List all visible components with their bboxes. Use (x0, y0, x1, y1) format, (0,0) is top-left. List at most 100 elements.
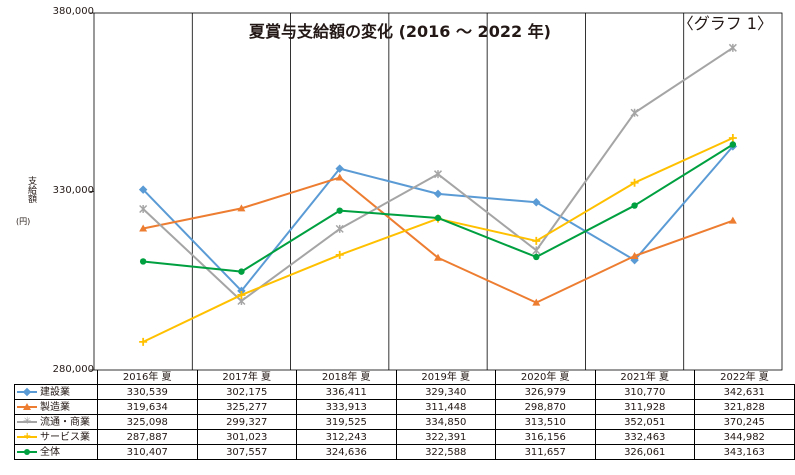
data-point (728, 134, 737, 143)
table-row: 製造業 319,634 325,277 333,913 311,448 298,… (14, 399, 795, 415)
legend-marker (17, 387, 37, 397)
data-point (237, 204, 246, 212)
data-point (630, 252, 639, 260)
data-label: 319,634 (97, 399, 198, 415)
data-point (335, 164, 344, 173)
data-label: 334,850 (395, 414, 496, 430)
legend-marker (17, 402, 37, 412)
category-label: 2021年 夏 (594, 370, 695, 385)
data-label: 343,163 (694, 444, 795, 460)
data-label: 332,463 (594, 429, 695, 445)
series-name: 全体 (40, 446, 60, 458)
data-point (433, 189, 443, 199)
data-point (238, 268, 245, 275)
data-point (532, 236, 541, 245)
data-point (139, 337, 148, 346)
data-label: 322,391 (395, 429, 496, 445)
data-label: 352,051 (594, 414, 695, 430)
data-point (335, 173, 344, 181)
data-label: 329,340 (395, 384, 496, 400)
category-label: 2022年 夏 (694, 370, 794, 385)
series-name-cell: 建設業 (14, 384, 98, 400)
series-name-cell: 全体 (14, 444, 98, 460)
graph-label: 〈グラフ 1〉 (677, 14, 773, 33)
series-name: 流通・商業 (40, 416, 90, 428)
data-point (728, 216, 737, 224)
table-row: 建設業 330,539 302,175 336,411 329,340 326,… (14, 384, 795, 400)
table-corner (15, 370, 98, 385)
data-label: 299,327 (196, 414, 297, 430)
data-point (728, 43, 737, 52)
category-label: 2017年 夏 (196, 370, 297, 385)
data-label: 298,870 (495, 399, 596, 415)
data-label: 301,023 (196, 429, 297, 445)
data-label: 342,631 (694, 384, 795, 400)
data-label: 344,982 (694, 429, 795, 445)
data-point (237, 290, 246, 299)
series-name: 製造業 (40, 401, 70, 413)
data-point (139, 258, 147, 265)
data-point (434, 214, 442, 222)
data-point (335, 224, 344, 233)
data-point (630, 108, 639, 117)
data-label: 321,828 (694, 399, 795, 415)
data-table: 2016年 夏 2017年 夏 2018年 夏 2019年 夏 2020年 夏 … (14, 370, 795, 460)
table-row: ✳ 流通・商業 325,098 299,327 319,525 334,850 3… (14, 414, 795, 430)
data-point (631, 202, 638, 209)
data-point (139, 204, 148, 214)
data-label: 326,061 (594, 444, 695, 460)
data-point (729, 141, 737, 148)
data-label: 302,175 (196, 384, 297, 400)
data-label: 311,657 (495, 444, 596, 460)
data-label: 310,770 (594, 384, 695, 400)
y-tick-label: 280,000 (52, 364, 94, 375)
legend-marker: ✳ (17, 416, 37, 427)
category-label: 2018年 夏 (296, 370, 396, 385)
data-point (532, 246, 541, 255)
series-name: 建設業 (40, 386, 70, 398)
series-line (142, 137, 734, 343)
data-label: 313,510 (495, 414, 596, 430)
table-row: + サービス業 287,887 301,023 312,243 322,391 3… (14, 429, 795, 445)
y-axis-label: 支給額 (26, 176, 36, 203)
data-label: 316,156 (495, 429, 596, 445)
data-point (532, 198, 541, 207)
series-name-cell: + サービス業 (14, 429, 98, 445)
y-tick-label: 380,000 (52, 6, 94, 17)
data-point (139, 224, 148, 232)
table-header-row: 2016年 夏 2017年 夏 2018年 夏 2019年 夏 2020年 夏 … (15, 370, 794, 385)
data-point (335, 250, 344, 259)
series-name-cell: ✳ 流通・商業 (14, 414, 98, 430)
data-label: 319,525 (296, 414, 397, 430)
data-label: 311,448 (395, 399, 496, 415)
chart-title: 夏賞与支給額の変化 (2016 ～ 2022 年) (249, 22, 551, 41)
legend-marker (17, 447, 37, 457)
series-name: サービス業 (40, 431, 90, 443)
data-point (433, 170, 443, 179)
data-point (138, 185, 148, 194)
data-label: 287,887 (97, 429, 198, 445)
legend-marker: + (17, 431, 37, 442)
data-label: 310,407 (97, 444, 198, 460)
data-label: 336,411 (296, 384, 397, 400)
data-label: 325,277 (196, 399, 297, 415)
data-label: 325,098 (97, 414, 198, 430)
data-point (336, 207, 343, 214)
data-label: 322,588 (395, 444, 496, 460)
data-point (533, 253, 540, 261)
data-label: 312,243 (296, 429, 397, 445)
category-label: 2020年 夏 (495, 370, 595, 385)
data-label: 311,928 (594, 399, 695, 415)
data-point (630, 178, 639, 187)
y-tick-label: 330,000 (52, 185, 94, 196)
data-label: 330,539 (97, 384, 198, 400)
category-label: 2019年 夏 (395, 370, 496, 385)
table-row: 全体 310,407 307,557 324,636 322,588 311,6… (14, 444, 795, 460)
data-label: 307,557 (196, 444, 297, 460)
data-label: 370,245 (694, 414, 795, 430)
data-point (532, 298, 541, 306)
category-label: 2016年 夏 (97, 370, 197, 385)
data-point (434, 253, 442, 261)
y-axis-unit: (円) (16, 217, 31, 226)
